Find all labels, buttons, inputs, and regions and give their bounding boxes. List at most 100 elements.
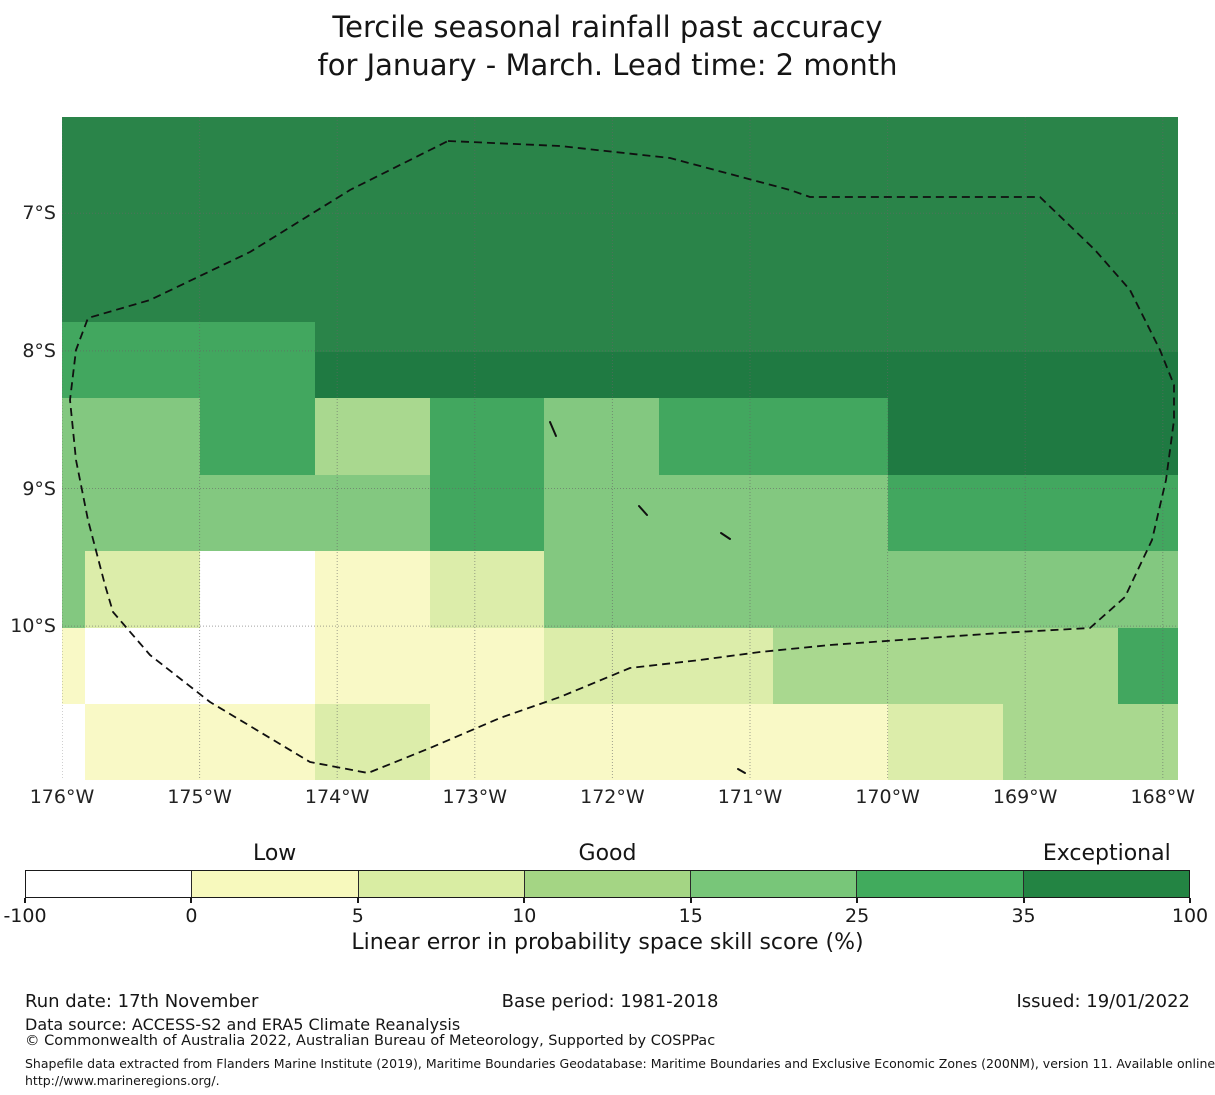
map-cell [200,352,315,398]
map-cell [659,246,773,322]
lon-tick-label: 176°W [29,786,95,808]
map-cell [659,475,773,551]
map-cell [1003,117,1118,169]
map-cell [1003,551,1118,628]
map-cell [85,475,200,551]
map-cell [1003,169,1118,246]
colorbar-tick [856,898,859,903]
map-cell [659,398,773,475]
colorbar-tick [1189,898,1191,903]
map-cell [200,398,315,475]
map-cell [85,551,200,628]
map-cell [200,322,315,352]
map-cell [85,352,200,398]
map-cell [1003,246,1118,322]
map-cell [659,322,773,352]
map-cell [85,169,200,246]
map-cell [85,246,200,322]
map-cell [1003,322,1118,352]
map-cell [1003,352,1118,398]
lat-tick-label: 7°S [22,202,56,225]
map-cell [200,475,315,551]
map-cell [1118,169,1178,246]
colorbar-tick [523,898,526,903]
colorbar-tick-label: 10 [512,905,537,927]
map-cell [888,628,1003,704]
colorbar-segment [26,871,192,897]
lon-tick-label: 169°W [992,786,1058,808]
map-cell [430,704,544,780]
issued-date-text: Issued: 19/01/2022 [1016,991,1190,1012]
map-cell [773,246,888,322]
lon-tick-label: 173°W [442,786,508,808]
map-cell [430,352,544,398]
lat-tick-label: 10°S [10,615,56,638]
colorbar-tick-label: 100 [1171,905,1209,927]
map-cell [659,551,773,628]
island-mark [737,768,746,774]
lon-tick-label: 171°W [717,786,783,808]
colorbar-tick [356,898,359,903]
map-cell [888,169,1003,246]
colorbar-tick-label: 5 [351,905,364,927]
map-cell [1118,117,1178,169]
map-cell [315,322,430,352]
colorbar-tick-label: 15 [678,905,703,927]
map-cell [773,352,888,398]
lon-tick-label: 174°W [304,786,370,808]
map-cell [62,169,85,246]
map-cell [544,704,659,780]
map-cell [544,551,659,628]
map-cell [888,475,1003,551]
map-cell [659,628,773,704]
map-cell [200,551,315,628]
colorbar-segment [690,871,857,897]
map-cell [773,117,888,169]
map-cell [1003,475,1118,551]
colorbar-segment [523,871,691,897]
colorbar-tick [1022,898,1025,903]
map-cell [85,322,200,352]
map-cell [315,352,430,398]
colorbar-tick-label: -100 [3,905,47,927]
map-cell [430,322,544,352]
colorbar-category-label: Good [578,841,637,866]
map-cell [773,322,888,352]
base-period-text: Base period: 1981-2018 [501,991,719,1012]
colorbar-tick [24,898,26,903]
colorbar-category-label: Low [252,841,297,866]
colorbar-tick-label: 25 [845,905,870,927]
shapefile-credit-line1: Shapefile data extracted from Flanders M… [25,1056,1215,1071]
map-cell [1118,551,1178,628]
colorbar-segment [191,871,358,897]
chart-title-line1: Tercile seasonal rainfall past accuracy [332,10,883,44]
map-cell [315,704,430,780]
shapefile-credit-line2: http://www.marineregions.org/. [25,1073,220,1088]
chart-title-line2: for January - March. Lead time: 2 month [317,48,898,82]
map-cell [62,551,85,628]
map-cell [1118,628,1178,704]
map-cell [200,117,315,169]
map-cell [430,475,544,551]
colorbar-tick-label: 0 [185,905,198,927]
map-cell [888,398,1003,475]
map-cell [659,117,773,169]
map-cell [544,117,659,169]
map-cell [1003,398,1118,475]
map-cell [888,551,1003,628]
map-cell [315,628,430,704]
eez-boundary [69,140,1175,774]
map-cell [430,246,544,322]
copyright-text: © Commonwealth of Australia 2022, Austra… [25,1033,716,1049]
map-cell [62,117,85,169]
map-cell [544,352,659,398]
map-cell [773,475,888,551]
lon-tick-label: 168°W [1130,786,1196,808]
map-cell [544,246,659,322]
lat-tick-label: 8°S [22,339,56,362]
map-cell [62,322,85,352]
map-cell [773,628,888,704]
lon-tick-label: 172°W [580,786,645,808]
map-cell [1118,246,1178,322]
